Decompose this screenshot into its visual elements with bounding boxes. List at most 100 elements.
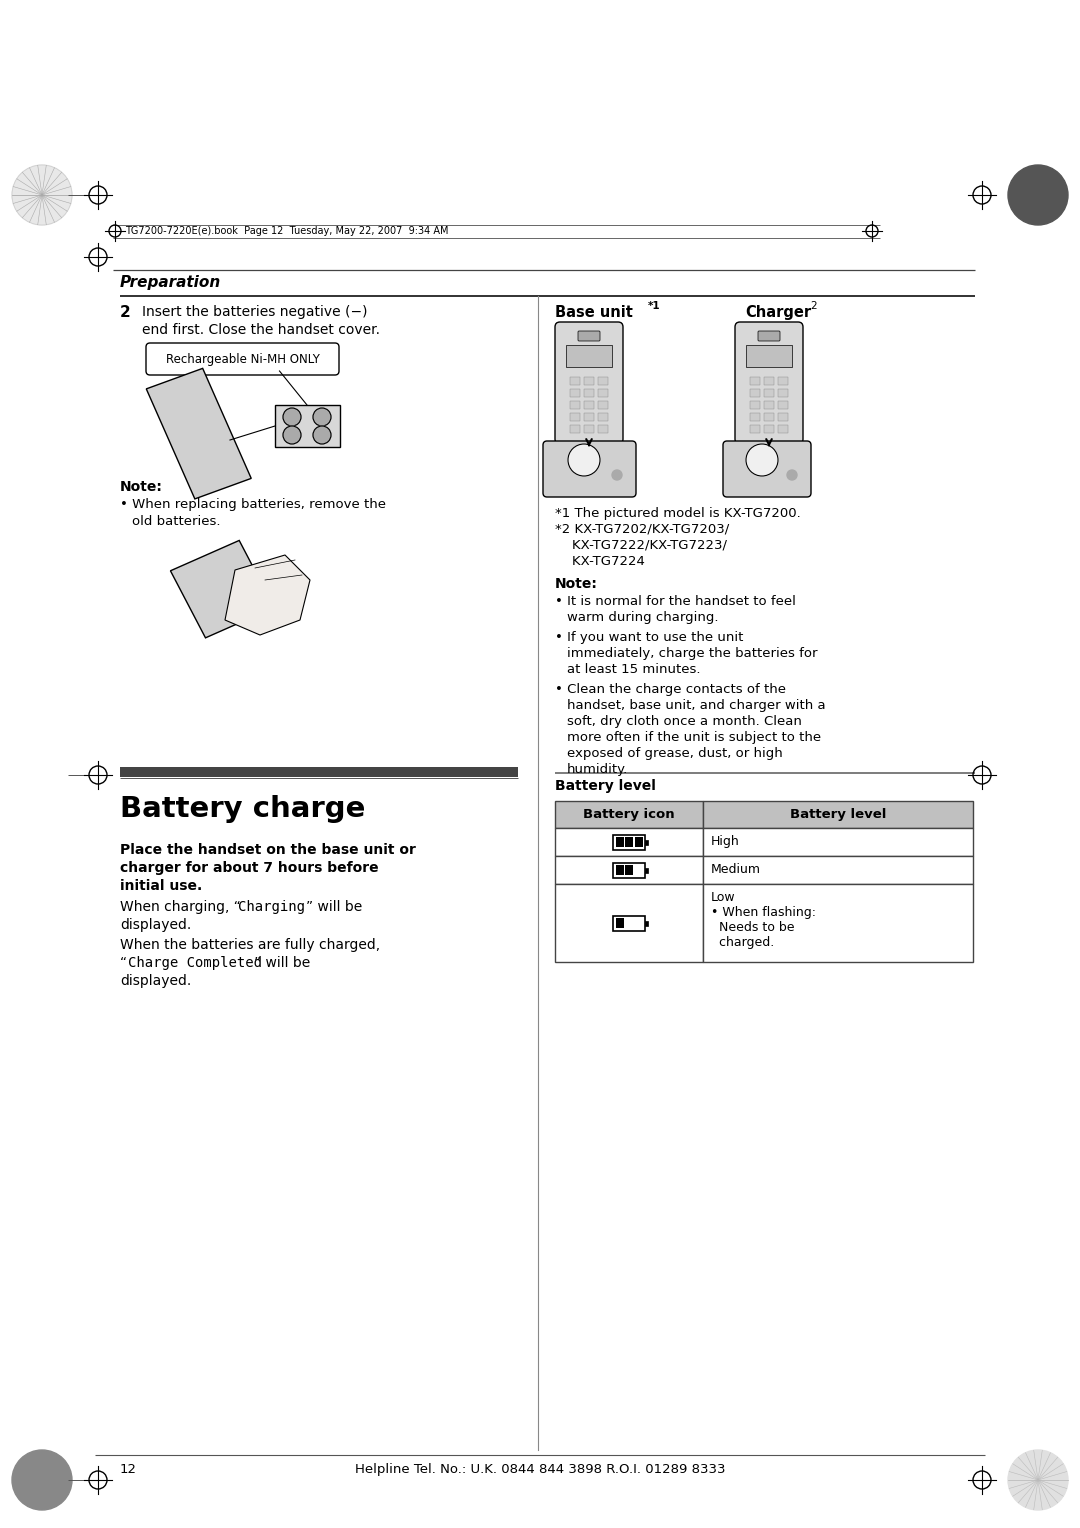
Bar	[613, 915, 645, 931]
Bar	[625, 865, 633, 876]
Circle shape	[1008, 1450, 1068, 1510]
Bar	[616, 837, 623, 847]
Bar	[275, 405, 340, 448]
Bar	[555, 801, 703, 828]
Bar	[598, 377, 608, 385]
FancyBboxPatch shape	[758, 332, 780, 341]
Text: Rechargeable Ni-MH ONLY: Rechargeable Ni-MH ONLY	[165, 353, 320, 365]
Bar	[570, 377, 580, 385]
Text: Battery icon: Battery icon	[583, 808, 675, 821]
Text: humidity.: humidity.	[567, 762, 629, 776]
Bar	[778, 377, 788, 385]
Text: charger for about 7 hours before: charger for about 7 hours before	[120, 860, 379, 876]
Bar	[566, 345, 612, 367]
Bar	[703, 828, 973, 856]
Text: Charging: Charging	[238, 900, 305, 914]
Text: Battery charge: Battery charge	[120, 795, 365, 824]
Bar	[746, 345, 792, 367]
Bar	[616, 865, 623, 876]
FancyBboxPatch shape	[555, 322, 623, 445]
Bar	[703, 885, 973, 963]
Text: ” will be: ” will be	[254, 957, 310, 970]
Bar	[570, 400, 580, 410]
Text: When the batteries are fully charged,: When the batteries are fully charged,	[120, 938, 380, 952]
Bar	[750, 400, 760, 410]
Text: • If you want to use the unit: • If you want to use the unit	[555, 631, 743, 643]
Bar	[764, 400, 774, 410]
Bar	[616, 918, 623, 927]
Text: end first. Close the handset cover.: end first. Close the handset cover.	[141, 322, 380, 338]
Bar	[613, 834, 645, 850]
Bar	[645, 868, 648, 872]
FancyBboxPatch shape	[723, 442, 811, 497]
Text: *2 KX-TG7202/KX-TG7203/: *2 KX-TG7202/KX-TG7203/	[555, 523, 729, 536]
Text: 12: 12	[120, 1462, 137, 1476]
Circle shape	[283, 426, 301, 445]
Text: Low: Low	[711, 891, 735, 905]
Bar	[764, 377, 774, 385]
Text: handset, base unit, and charger with a: handset, base unit, and charger with a	[567, 698, 825, 712]
Text: at least 15 minutes.: at least 15 minutes.	[567, 663, 701, 675]
Bar	[598, 425, 608, 432]
Bar	[584, 390, 594, 397]
Bar	[570, 413, 580, 422]
Bar	[584, 425, 594, 432]
Bar	[555, 828, 703, 856]
Bar	[598, 400, 608, 410]
Text: 2: 2	[120, 306, 131, 319]
Text: High: High	[711, 834, 740, 848]
Text: Place the handset on the base unit or: Place the handset on the base unit or	[120, 843, 416, 857]
Bar	[625, 837, 633, 847]
Circle shape	[787, 471, 797, 480]
Polygon shape	[146, 368, 252, 500]
Circle shape	[1008, 165, 1068, 225]
Text: soft, dry cloth once a month. Clean: soft, dry cloth once a month. Clean	[567, 715, 801, 727]
Bar	[613, 862, 645, 877]
Text: old batteries.: old batteries.	[132, 515, 220, 529]
Text: charged.: charged.	[711, 937, 774, 949]
Text: *1: *1	[648, 301, 661, 312]
Bar	[598, 413, 608, 422]
Circle shape	[313, 408, 330, 426]
Circle shape	[568, 445, 600, 477]
Text: When charging, “: When charging, “	[120, 900, 241, 914]
FancyBboxPatch shape	[578, 332, 600, 341]
Circle shape	[746, 445, 778, 477]
Text: Medium: Medium	[711, 863, 761, 876]
Circle shape	[12, 165, 72, 225]
Bar	[555, 856, 703, 885]
Bar	[598, 390, 608, 397]
Text: Needs to be: Needs to be	[711, 921, 795, 934]
Bar	[555, 885, 703, 963]
Bar	[750, 425, 760, 432]
FancyBboxPatch shape	[735, 322, 804, 445]
Text: • It is normal for the handset to feel: • It is normal for the handset to feel	[555, 594, 796, 608]
Text: 2: 2	[810, 301, 816, 312]
Text: KX-TG7222/KX-TG7223/: KX-TG7222/KX-TG7223/	[555, 539, 727, 552]
Polygon shape	[225, 555, 310, 636]
Text: • Clean the charge contacts of the: • Clean the charge contacts of the	[555, 683, 786, 695]
Text: initial use.: initial use.	[120, 879, 202, 892]
Text: Note:: Note:	[120, 480, 163, 494]
Bar	[764, 425, 774, 432]
Bar	[645, 920, 648, 926]
Bar	[764, 390, 774, 397]
Text: Battery level: Battery level	[789, 808, 887, 821]
Bar	[778, 425, 788, 432]
Text: displayed.: displayed.	[120, 918, 191, 932]
Text: TG7200-7220E(e).book  Page 12  Tuesday, May 22, 2007  9:34 AM: TG7200-7220E(e).book Page 12 Tuesday, Ma…	[125, 226, 448, 235]
Text: Insert the batteries negative (−): Insert the batteries negative (−)	[141, 306, 367, 319]
Bar	[570, 390, 580, 397]
Bar	[584, 413, 594, 422]
Bar	[645, 839, 648, 845]
Circle shape	[283, 408, 301, 426]
Text: Base unit: Base unit	[555, 306, 633, 319]
Text: Charge Completed: Charge Completed	[129, 957, 262, 970]
Text: Charger: Charger	[745, 306, 811, 319]
Bar	[778, 400, 788, 410]
FancyBboxPatch shape	[146, 342, 339, 374]
Text: ” will be: ” will be	[306, 900, 362, 914]
Circle shape	[612, 471, 622, 480]
Text: Battery level: Battery level	[555, 779, 656, 793]
Text: more often if the unit is subject to the: more often if the unit is subject to the	[567, 730, 821, 744]
